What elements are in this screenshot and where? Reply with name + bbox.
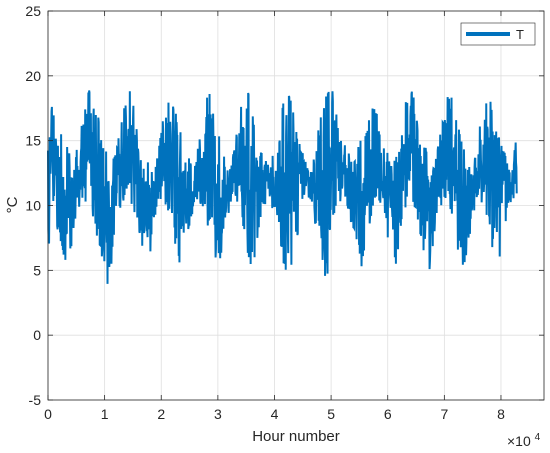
x-axis-multiplier-exponent: 4 bbox=[535, 432, 541, 443]
x-tick-label: 5 bbox=[327, 406, 335, 422]
y-tick-label: 20 bbox=[25, 68, 41, 84]
x-tick-label: 0 bbox=[44, 406, 52, 422]
x-tick-label: 7 bbox=[440, 406, 448, 422]
x-axis-multiplier: ×10 4 bbox=[507, 432, 541, 449]
y-tick-label: 0 bbox=[33, 327, 41, 343]
y-tick-label: 10 bbox=[25, 198, 41, 214]
y-tick-label: 25 bbox=[25, 3, 41, 19]
x-tick-label: 2 bbox=[157, 406, 165, 422]
x-axis-label: Hour number bbox=[252, 428, 340, 445]
x-tick-label: 8 bbox=[497, 406, 505, 422]
x-tick-label: 3 bbox=[214, 406, 222, 422]
legend: T bbox=[460, 22, 536, 46]
series-T-line bbox=[47, 90, 518, 284]
legend-label-T: T bbox=[516, 27, 524, 42]
y-axis-label: °C bbox=[4, 196, 21, 213]
x-tick-label: 1 bbox=[101, 406, 109, 422]
ticks bbox=[47, 10, 544, 401]
y-tick-label: 15 bbox=[25, 133, 41, 149]
series-layer bbox=[47, 90, 518, 284]
x-tick-label: 6 bbox=[384, 406, 392, 422]
y-tick-label: 5 bbox=[33, 262, 41, 278]
y-tick-label: -5 bbox=[29, 392, 42, 408]
x-tick-label: 4 bbox=[271, 406, 279, 422]
x-axis-multiplier-base: ×10 bbox=[507, 433, 531, 449]
